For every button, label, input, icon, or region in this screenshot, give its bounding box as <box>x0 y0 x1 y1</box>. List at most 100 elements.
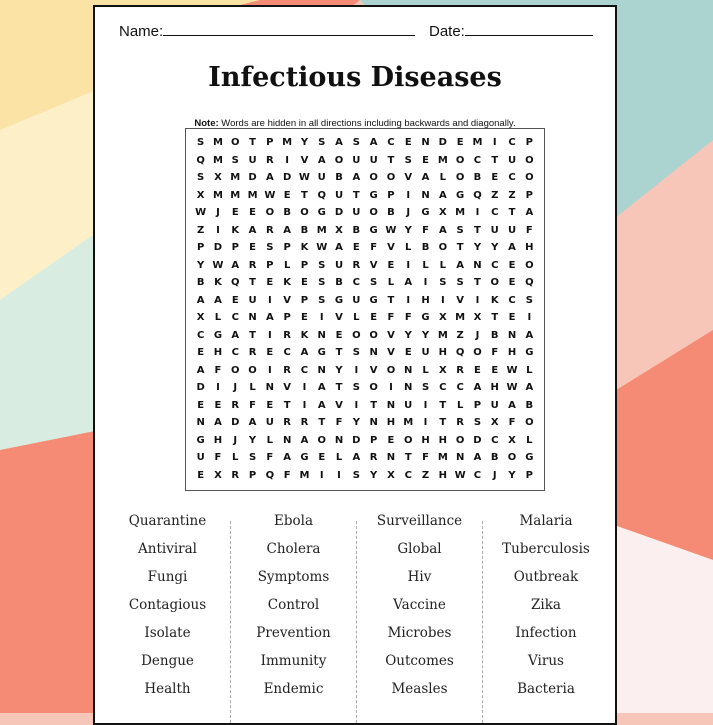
grid-letter: O <box>265 207 275 218</box>
grid-letter: Y <box>404 224 412 236</box>
grid-letter: L <box>422 259 429 271</box>
grid-letter: B <box>490 452 499 463</box>
grid-letter: A <box>231 329 240 341</box>
grid-letter: A <box>369 137 378 148</box>
grid-letter: V <box>335 399 343 411</box>
grid-letter: E <box>231 207 239 218</box>
word-item: Global <box>397 541 442 557</box>
grid-letter: D <box>473 434 482 446</box>
name-field[interactable]: Name: <box>119 21 416 40</box>
grid-letter: V <box>300 154 309 166</box>
grid-letter: K <box>283 277 292 288</box>
grid-letter: F <box>283 469 291 481</box>
word-item: Tuberculosis <box>502 541 590 557</box>
grid-letter: S <box>439 277 447 288</box>
grid-letter: S <box>197 137 205 148</box>
word-item: Cholera <box>266 541 321 557</box>
word-item: Dengue <box>141 653 194 669</box>
grid-letter: O <box>438 242 448 253</box>
grid-letter: S <box>197 172 205 183</box>
grid-letter: S <box>318 137 326 148</box>
grid-letter: A <box>300 434 309 446</box>
grid-letter: S <box>525 294 533 306</box>
grid-letter: Z <box>421 469 430 481</box>
grid-letter: K <box>231 224 240 236</box>
grid-letter: I <box>302 382 307 393</box>
word-item: Hiv <box>407 569 432 585</box>
grid-letter: E <box>456 137 464 148</box>
grid-letter: H <box>438 347 448 358</box>
grid-letter: H <box>438 434 448 446</box>
grid-letter: A <box>265 172 274 183</box>
page-title: Infectious Diseases <box>208 62 502 93</box>
grid-letter: C <box>508 172 516 183</box>
grid-letter: O <box>473 347 482 358</box>
word-column: Ebola Cholera Symptoms Control Prevention Imm… <box>231 513 357 723</box>
grid-letter: O <box>334 154 344 166</box>
grid-letter: S <box>352 137 360 148</box>
grid-letter: G <box>525 347 534 358</box>
grid-letter: A <box>196 294 205 306</box>
grid-letter: P <box>196 242 205 253</box>
grid-letter: S <box>266 242 274 253</box>
grid-letter: A <box>525 382 534 393</box>
grid-letter: O <box>455 434 465 446</box>
grid-letter: Q <box>525 277 534 288</box>
grid-letter: M <box>455 207 466 218</box>
grid-letter: A <box>525 207 534 218</box>
grid-letter: V <box>369 259 378 271</box>
grid-letter: C <box>404 469 412 481</box>
grid-letter: A <box>231 259 240 271</box>
grid-letter: W <box>316 242 328 253</box>
grid-letter: U <box>490 224 499 236</box>
grid-letter: N <box>421 189 430 201</box>
grid-letter: I <box>406 189 411 201</box>
grid-letter: Q <box>265 469 275 481</box>
grid-letter: L <box>405 242 412 253</box>
word-item: Prevention <box>256 625 331 641</box>
word-item: Measles <box>391 681 448 697</box>
grid-letter: M <box>212 154 223 166</box>
grid-letter: U <box>196 452 205 463</box>
grid-letter: I <box>423 417 428 428</box>
grid-letter: I <box>423 277 428 288</box>
grid-letter: F <box>525 224 533 236</box>
grid-letter: H <box>213 434 223 446</box>
grid-letter: M <box>437 452 448 463</box>
grid-letter: L <box>232 452 239 463</box>
grid-letter: M <box>282 137 293 148</box>
grid-letter: T <box>352 189 360 201</box>
grid-letter: E <box>387 434 395 446</box>
grid-letter: N <box>265 382 275 393</box>
grid-letter: C <box>473 154 482 166</box>
grid-letter: Q <box>196 154 205 166</box>
grid-letter: F <box>335 417 343 428</box>
grid-letter: V <box>283 294 292 306</box>
grid-letter: T <box>301 189 308 201</box>
grid-letter: A <box>196 364 205 376</box>
grid-letter: F <box>508 417 516 428</box>
grid-letter: T <box>474 277 481 288</box>
word-list: Quarantine Antiviral Fungi Contagious Isolat… <box>105 507 609 723</box>
grid-letter: B <box>196 277 205 288</box>
grid-letter: G <box>421 312 430 323</box>
grid-letter: P <box>248 469 257 481</box>
grid-letter: E <box>422 154 429 166</box>
grid-letter: X <box>196 312 205 323</box>
grid-letter: V <box>456 294 465 306</box>
grid-letter: F <box>491 347 499 358</box>
grid-letter: H <box>386 417 396 428</box>
grid-letter: K <box>300 329 309 341</box>
grid-letter: Z <box>456 329 464 341</box>
grid-letter: A <box>352 452 361 463</box>
grid-letter: T <box>508 207 516 218</box>
grid-letter: I <box>267 329 272 341</box>
instructions-note: Note: Words are hidden in all directions… <box>95 118 615 129</box>
grid-letter: G <box>213 329 223 341</box>
grid-letter: T <box>283 399 291 411</box>
grid-letter: V <box>335 312 343 323</box>
word-item: Microbes <box>387 625 452 641</box>
grid-letter: P <box>473 399 482 411</box>
grid-letter: U <box>507 154 517 166</box>
date-field[interactable]: Date: <box>429 21 593 40</box>
